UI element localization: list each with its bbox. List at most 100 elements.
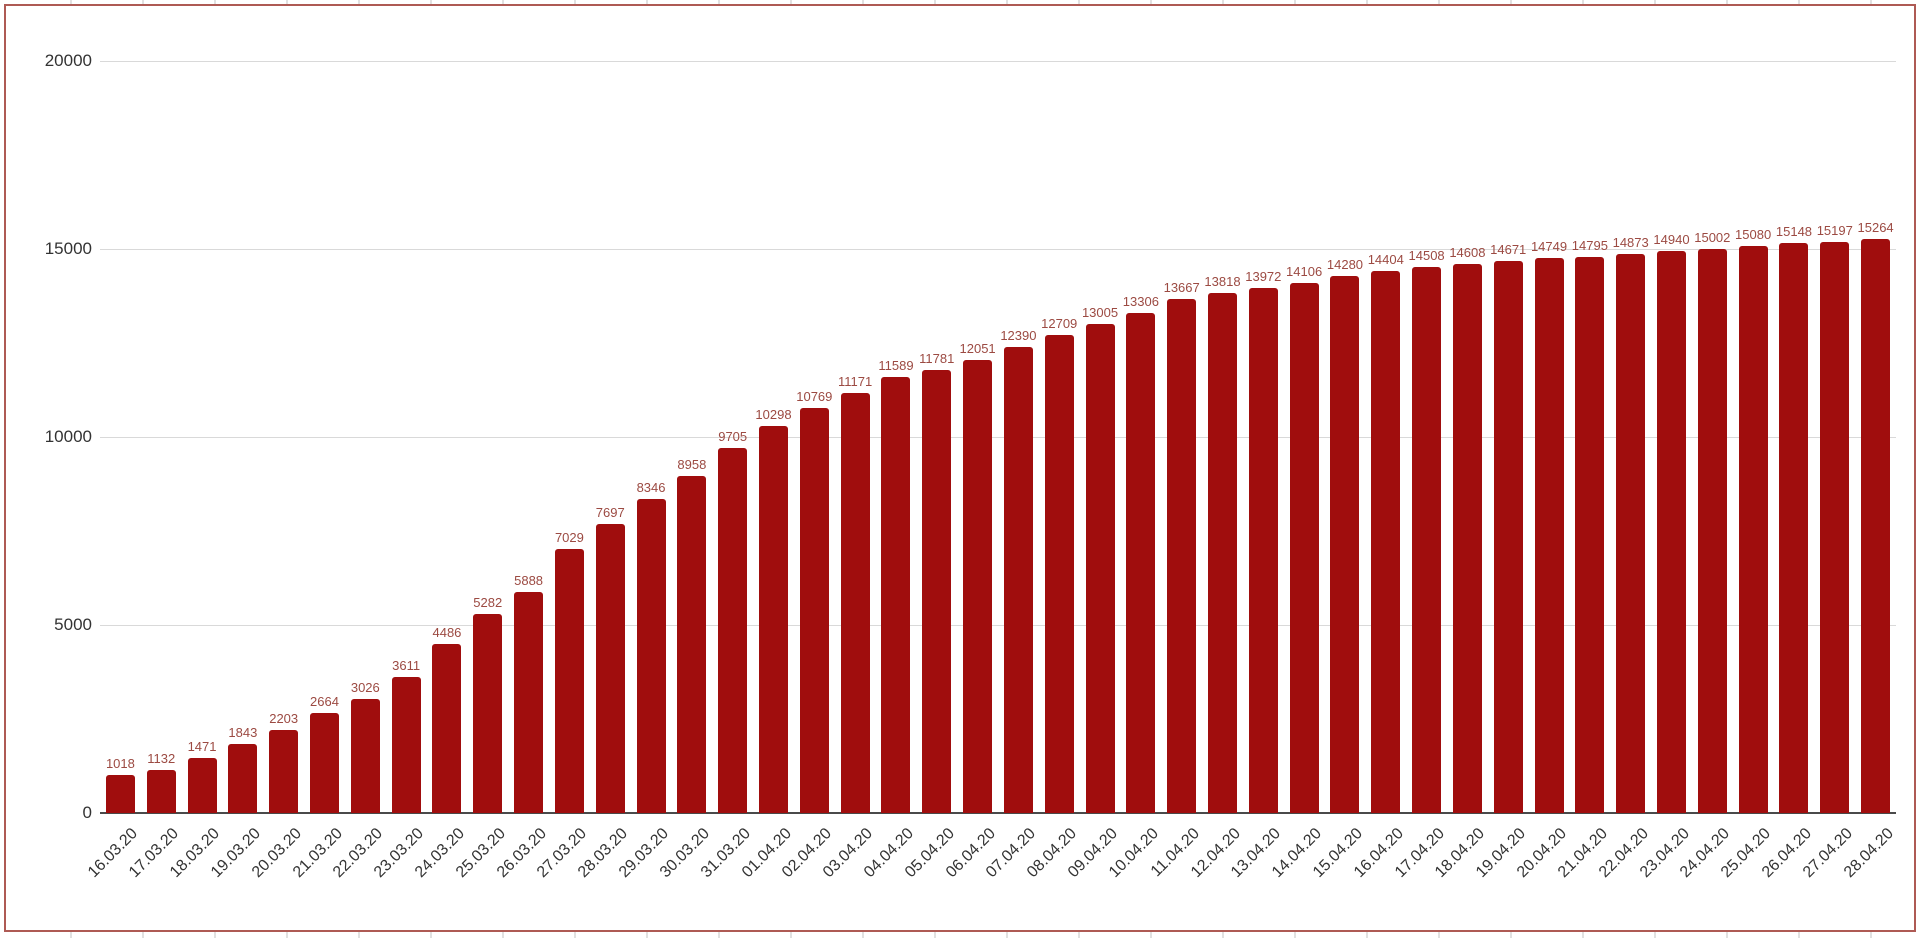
- bar[interactable]: [146, 770, 176, 813]
- bar[interactable]: [1371, 271, 1401, 813]
- x-axis-baseline: [100, 812, 1896, 814]
- bar-value-label: 15197: [1816, 222, 1853, 238]
- y-tick-label: 20000: [44, 51, 92, 70]
- bar[interactable]: [310, 712, 339, 813]
- bar-value-label: 14106: [1286, 263, 1323, 279]
- chart-frame[interactable]: 0 5000 10000 15000 20000 1018 16.03.20 1132 17.0…: [4, 4, 1916, 932]
- bar[interactable]: [554, 548, 584, 813]
- bar-value-label: 14749: [1530, 239, 1568, 255]
- bar-value-label: 14608: [1449, 244, 1486, 260]
- bar[interactable]: [718, 448, 748, 813]
- bar-value-label: 14873: [1612, 234, 1649, 250]
- bar-value-label: 1471: [187, 738, 217, 754]
- bar-value-label: 15080: [1735, 226, 1772, 242]
- gridline-15000: [100, 249, 1896, 250]
- bar-value-label: 11171: [838, 373, 873, 389]
- bar-value-label: 12709: [1041, 316, 1078, 332]
- bar-value-label: 12390: [1000, 328, 1037, 344]
- bar-value-label: 13972: [1245, 268, 1282, 284]
- bar[interactable]: [1779, 243, 1809, 813]
- bar-value-label: 5888: [514, 572, 544, 588]
- bar-value-label: 10298: [755, 406, 792, 422]
- y-tick-label: 10000: [44, 427, 92, 446]
- bar-value-label: 13005: [1081, 305, 1119, 320]
- bar-value-label: 15002: [1694, 229, 1731, 245]
- bar-value-label: 7029: [554, 529, 584, 545]
- plot-area: 0 5000 10000 15000 20000 1018 16.03.20 1132 17.0…: [6, 6, 1914, 930]
- bar[interactable]: [269, 730, 299, 813]
- bar[interactable]: [840, 392, 870, 813]
- spreadsheet-gridlines-top: [0, 0, 1920, 6]
- bar-value-label: 14940: [1653, 232, 1690, 248]
- bar-value-label: 14795: [1571, 237, 1608, 253]
- spreadsheet-gridlines-bottom: [0, 932, 1920, 938]
- bar-value-label: 13306: [1122, 293, 1159, 309]
- bar[interactable]: [1493, 261, 1523, 813]
- bar[interactable]: [1330, 276, 1360, 813]
- bar[interactable]: [1167, 299, 1197, 813]
- bar[interactable]: [514, 591, 544, 813]
- bar-value-label: 2664: [310, 693, 339, 709]
- bar[interactable]: [1452, 263, 1482, 813]
- bar-value-label: 1018: [105, 755, 135, 771]
- bar[interactable]: [963, 359, 993, 813]
- bar-value-label: 8346: [636, 480, 666, 496]
- bar[interactable]: [1616, 253, 1646, 813]
- bar[interactable]: [1575, 256, 1605, 813]
- bar[interactable]: [1248, 287, 1278, 813]
- bar-value-label: 14508: [1408, 248, 1445, 264]
- bar-value-label: 3611: [392, 658, 421, 674]
- bar[interactable]: [1126, 312, 1156, 813]
- bar-value-label: 12051: [959, 340, 996, 356]
- bar-value-label: 14404: [1367, 252, 1404, 268]
- bar-value-label: 5282: [473, 595, 503, 611]
- bar-value-label: 3026: [350, 680, 380, 696]
- bar-value-label: 13667: [1163, 280, 1200, 296]
- bar-value-label: 4486: [432, 625, 462, 641]
- bar[interactable]: [1738, 245, 1768, 813]
- bar-value-label: 10769: [796, 389, 833, 405]
- bar[interactable]: [228, 743, 258, 813]
- y-tick-label: 0: [82, 803, 92, 822]
- bar[interactable]: [432, 644, 462, 813]
- bar[interactable]: [350, 699, 380, 813]
- bar[interactable]: [187, 757, 217, 813]
- bar[interactable]: [1697, 248, 1727, 813]
- bar[interactable]: [881, 377, 911, 813]
- bar-value-label: 14671: [1490, 242, 1527, 258]
- bar[interactable]: [473, 614, 503, 813]
- bar-value-label: 9705: [718, 429, 748, 445]
- bar-value-label: 11589: [878, 358, 914, 374]
- bar[interactable]: [391, 677, 421, 813]
- bar[interactable]: [759, 425, 788, 813]
- bar[interactable]: [677, 476, 707, 813]
- bar-value-label: 8958: [677, 457, 707, 473]
- bar-value-label: 11781: [919, 351, 955, 367]
- bar[interactable]: [1289, 282, 1319, 813]
- bar-value-label: 1132: [147, 751, 176, 767]
- bar[interactable]: [1534, 258, 1564, 813]
- bar-value-label: 15148: [1775, 224, 1813, 240]
- bar[interactable]: [799, 408, 829, 813]
- y-tick-label: 15000: [44, 239, 92, 258]
- bar-value-label: 2203: [269, 711, 299, 727]
- gridline-10000: [100, 437, 1896, 438]
- bar[interactable]: [595, 523, 625, 813]
- y-tick-label: 5000: [54, 615, 92, 634]
- bar[interactable]: [1044, 335, 1074, 813]
- bar[interactable]: [1003, 347, 1033, 813]
- bar[interactable]: [1412, 267, 1442, 813]
- bar-value-label: 14280: [1326, 257, 1364, 273]
- bar-value-label: 7697: [595, 504, 625, 520]
- gridline-20000: [100, 61, 1896, 62]
- bar[interactable]: [636, 499, 666, 813]
- bar[interactable]: [1085, 324, 1115, 813]
- gridline-5000: [100, 625, 1896, 626]
- bar[interactable]: [922, 370, 952, 813]
- bar[interactable]: [1820, 241, 1850, 813]
- bar[interactable]: [1657, 251, 1686, 813]
- bar[interactable]: [1861, 239, 1891, 813]
- bar[interactable]: [1208, 293, 1237, 813]
- bar[interactable]: [105, 774, 135, 813]
- bar-value-label: 13818: [1204, 274, 1241, 290]
